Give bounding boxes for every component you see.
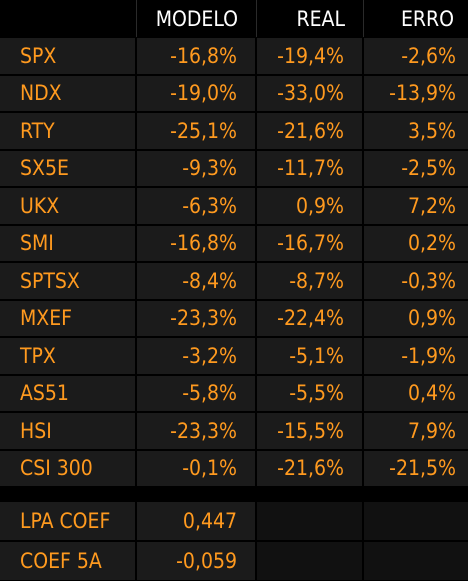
cell-erro: -2,5% (364, 149, 468, 187)
header-row: MODELO REAL ERRO (0, 0, 468, 37)
coef-label: COEF 5A (0, 541, 137, 581)
cell-modelo: -8,4% (137, 262, 257, 300)
cell-modelo: -23,3% (137, 299, 257, 337)
cell-erro: 0,2% (364, 224, 468, 262)
row-label: SMI (0, 224, 137, 262)
cell-erro: 7,9% (364, 412, 468, 450)
coef-label: LPA COEF (0, 501, 137, 541)
header-modelo: MODELO (137, 0, 257, 37)
header-erro: ERRO (364, 0, 468, 37)
section-divider (0, 487, 468, 501)
coef-row: COEF 5A -0,059 (0, 541, 468, 581)
cell-modelo: -19,0% (137, 74, 257, 112)
cell-real: -22,4% (257, 299, 364, 337)
table-row: RTY -25,1% -21,6% 3,5% (0, 112, 468, 150)
empty-cell (257, 501, 364, 541)
header-blank (0, 0, 137, 37)
divider-cell (0, 487, 137, 501)
table-row: SMI -16,8% -16,7% 0,2% (0, 224, 468, 262)
divider-cell (137, 487, 257, 501)
cell-real: -19,4% (257, 37, 364, 75)
cell-modelo: -9,3% (137, 149, 257, 187)
cell-modelo: -0,1% (137, 449, 257, 487)
cell-modelo: -25,1% (137, 112, 257, 150)
cell-real: 0,9% (257, 187, 364, 225)
cell-erro: 0,4% (364, 374, 468, 412)
divider-cell (364, 487, 468, 501)
cell-real: -5,5% (257, 374, 364, 412)
cell-modelo: -23,3% (137, 412, 257, 450)
coef-row: LPA COEF 0,447 (0, 501, 468, 541)
cell-erro: -0,3% (364, 262, 468, 300)
empty-cell (364, 541, 468, 581)
cell-erro: -1,9% (364, 337, 468, 375)
cell-real: -8,7% (257, 262, 364, 300)
row-label: HSI (0, 412, 137, 450)
empty-cell (257, 541, 364, 581)
coef-value: 0,447 (137, 501, 257, 541)
cell-erro: 3,5% (364, 112, 468, 150)
cell-erro: -21,5% (364, 449, 468, 487)
cell-erro: -2,6% (364, 37, 468, 75)
table-row: HSI -23,3% -15,5% 7,9% (0, 412, 468, 450)
table-row: SPX -16,8% -19,4% -2,6% (0, 37, 468, 75)
row-label: UKX (0, 187, 137, 225)
cell-modelo: -3,2% (137, 337, 257, 375)
cell-real: -11,7% (257, 149, 364, 187)
header-real: REAL (257, 0, 364, 37)
row-label: SPTSX (0, 262, 137, 300)
cell-modelo: -5,8% (137, 374, 257, 412)
cell-modelo: -16,8% (137, 224, 257, 262)
table-row: CSI 300 -0,1% -21,6% -21,5% (0, 449, 468, 487)
row-label: AS51 (0, 374, 137, 412)
cell-real: -15,5% (257, 412, 364, 450)
divider-cell (257, 487, 364, 501)
row-label: CSI 300 (0, 449, 137, 487)
table-row: TPX -3,2% -5,1% -1,9% (0, 337, 468, 375)
row-label: NDX (0, 74, 137, 112)
table-row: MXEF -23,3% -22,4% 0,9% (0, 299, 468, 337)
table-row: AS51 -5,8% -5,5% 0,4% (0, 374, 468, 412)
table-row: UKX -6,3% 0,9% 7,2% (0, 187, 468, 225)
row-label: TPX (0, 337, 137, 375)
coef-value: -0,059 (137, 541, 257, 581)
cell-real: -33,0% (257, 74, 364, 112)
cell-erro: 0,9% (364, 299, 468, 337)
cell-real: -5,1% (257, 337, 364, 375)
empty-cell (364, 501, 468, 541)
row-label: MXEF (0, 299, 137, 337)
table-row: NDX -19,0% -33,0% -13,9% (0, 74, 468, 112)
row-label: SPX (0, 37, 137, 75)
cell-modelo: -16,8% (137, 37, 257, 75)
cell-modelo: -6,3% (137, 187, 257, 225)
row-label: SX5E (0, 149, 137, 187)
cell-real: -21,6% (257, 449, 364, 487)
cell-erro: 7,2% (364, 187, 468, 225)
cell-real: -16,7% (257, 224, 364, 262)
cell-erro: -13,9% (364, 74, 468, 112)
table-row: SX5E -9,3% -11,7% -2,5% (0, 149, 468, 187)
table-row: SPTSX -8,4% -8,7% -0,3% (0, 262, 468, 300)
cell-real: -21,6% (257, 112, 364, 150)
row-label: RTY (0, 112, 137, 150)
